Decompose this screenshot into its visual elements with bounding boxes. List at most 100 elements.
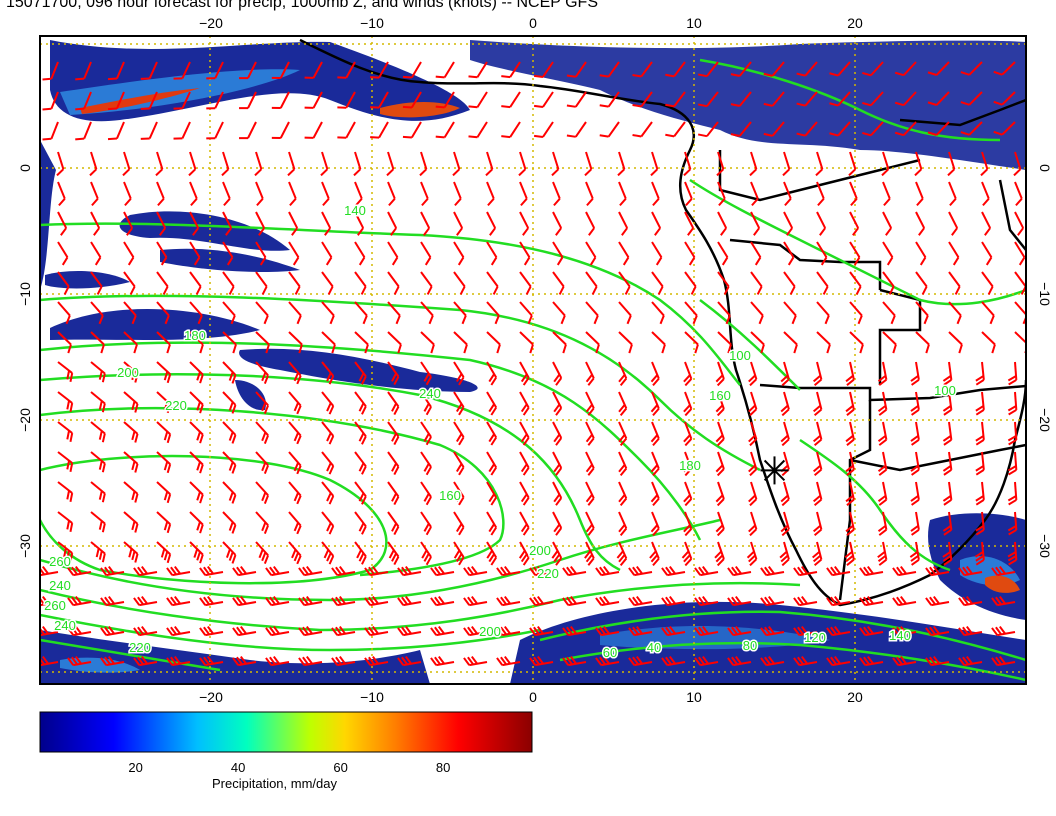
wind-barb (812, 451, 823, 477)
wind-barb (189, 331, 204, 354)
wind-barb (665, 61, 686, 78)
wind-barb (354, 481, 367, 505)
wind-barb (354, 301, 368, 325)
wind-barb (796, 91, 818, 107)
wind-barb (845, 421, 855, 446)
contour-label: 260 (49, 554, 71, 569)
wind-barb (90, 301, 104, 325)
wind-barb (882, 241, 894, 266)
wind-barb (156, 451, 172, 474)
wind-barb (453, 481, 465, 506)
border-6 (878, 288, 922, 385)
wind-barb (304, 91, 323, 109)
wind-barb (298, 565, 323, 577)
wind-barb (991, 655, 1016, 667)
wind-barb (133, 625, 158, 637)
wind-barb (331, 655, 356, 667)
wind-barb (783, 241, 795, 266)
wind-barb (90, 271, 103, 295)
wind-barb (533, 61, 554, 78)
wind-barb (650, 511, 660, 537)
wind-barb (914, 151, 923, 177)
wind-barb (232, 625, 257, 637)
wind-barb (463, 625, 488, 637)
wind-barb (958, 625, 983, 637)
wind-barb (925, 655, 950, 667)
wind-barb (981, 271, 994, 295)
wind-barb (975, 361, 985, 386)
wind-barb (981, 211, 992, 236)
wind-barb (100, 625, 125, 637)
wind-barb (717, 181, 726, 207)
wind-barb (337, 61, 356, 79)
wind-barb (354, 181, 363, 207)
wind-barb (354, 211, 365, 236)
wind-barb (845, 481, 855, 506)
wind-barb (727, 595, 752, 607)
wind-barb (665, 91, 686, 108)
wind-barb (958, 565, 983, 577)
wind-barb (815, 151, 824, 177)
wind-barb (975, 391, 985, 416)
wind-barb (354, 271, 367, 295)
wind-barb (632, 61, 653, 78)
wind-barb (829, 121, 851, 137)
wind-barb (288, 391, 302, 415)
wind-barb (618, 421, 628, 446)
wind-barb (100, 565, 125, 577)
wind-barb (915, 211, 926, 236)
wind-barb (1007, 541, 1018, 566)
wind-barb (288, 181, 297, 207)
wind-barb (206, 61, 224, 80)
wind-barb (552, 511, 563, 536)
wind-barb (353, 151, 362, 177)
wind-barb (826, 625, 851, 637)
wind-barb (387, 361, 400, 386)
wind-barb (651, 301, 665, 325)
wind-barb (57, 361, 74, 383)
wind-barb (849, 241, 861, 266)
border-2 (729, 238, 882, 290)
wind-barb (748, 391, 758, 417)
wind-barb (882, 181, 891, 207)
wind-barb (75, 61, 92, 81)
wind-barb (430, 595, 455, 607)
marker-stroke (763, 459, 786, 482)
wind-barb (796, 121, 818, 137)
wind-barb (486, 271, 499, 295)
wind-barb (910, 451, 920, 476)
wind-barb (222, 451, 237, 474)
wind-barb (222, 421, 237, 444)
wind-barb (750, 271, 763, 295)
wind-barb (402, 121, 422, 139)
wind-barb (486, 361, 498, 386)
wind-barb (877, 391, 888, 416)
wind-barb (779, 541, 790, 567)
wind-barb (288, 241, 300, 266)
wind-barb (849, 181, 858, 207)
wind-barb (255, 481, 270, 505)
wind-barb (271, 121, 290, 140)
wind-barb (730, 91, 752, 108)
wind-barb (618, 451, 628, 476)
wind-barb (206, 121, 224, 140)
wind-barb (486, 541, 498, 566)
wind-barb (453, 511, 465, 536)
wind-barb (650, 151, 659, 177)
wind-barb (1013, 151, 1022, 177)
wind-barb (364, 565, 389, 577)
wind-barb (453, 271, 466, 295)
wind-barb (173, 61, 191, 80)
wind-barb (156, 511, 172, 534)
wind-barb (239, 91, 257, 110)
wind-barb (463, 565, 488, 577)
wind-barb (156, 541, 172, 564)
contour-label: 240 (419, 386, 441, 401)
wind-barb (892, 625, 917, 637)
wind-barb (199, 655, 224, 667)
wind-barb (1007, 421, 1018, 446)
wind-barb (780, 481, 790, 507)
wind-barb (123, 511, 139, 533)
wind-barb (993, 61, 1016, 76)
